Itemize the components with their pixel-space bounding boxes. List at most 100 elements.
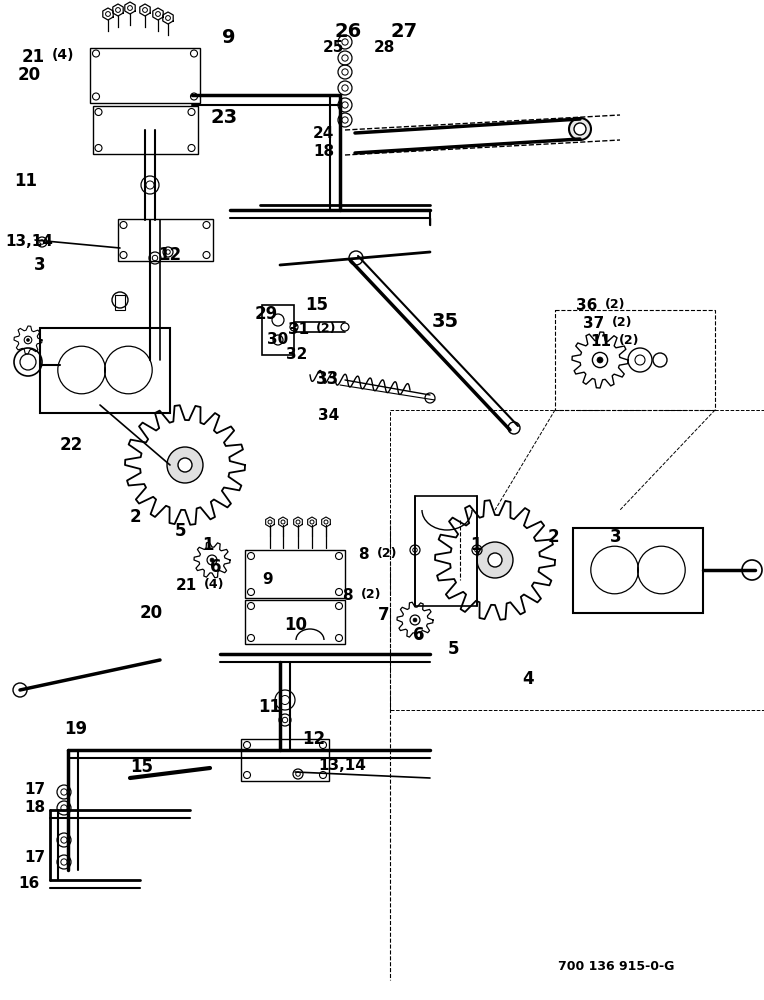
Text: 20: 20 (140, 604, 163, 622)
Circle shape (413, 618, 417, 622)
Circle shape (105, 12, 111, 16)
Text: 13,14: 13,14 (5, 234, 53, 249)
Circle shape (24, 336, 32, 344)
Text: 13,14: 13,14 (318, 758, 366, 773)
Text: (2): (2) (361, 588, 381, 601)
Circle shape (210, 558, 214, 562)
Bar (241, 739, 329, 781)
Text: 6: 6 (210, 558, 222, 576)
Circle shape (488, 553, 502, 567)
Text: 8: 8 (358, 547, 368, 562)
Text: (2): (2) (377, 547, 397, 560)
Text: 11: 11 (14, 172, 37, 190)
Circle shape (156, 12, 160, 16)
Text: 3: 3 (610, 528, 622, 546)
Text: 25: 25 (323, 40, 345, 55)
Text: 4: 4 (522, 670, 533, 688)
Bar (118, 219, 212, 261)
Circle shape (477, 542, 513, 578)
Circle shape (143, 8, 147, 12)
Text: 15: 15 (130, 758, 153, 776)
Circle shape (115, 8, 121, 12)
Text: 5: 5 (448, 640, 459, 658)
Text: (2): (2) (619, 334, 639, 347)
Text: 16: 16 (18, 876, 39, 891)
Bar (573, 528, 703, 612)
Circle shape (178, 458, 192, 472)
Text: 35: 35 (432, 312, 459, 331)
Bar (262, 305, 294, 355)
Text: 22: 22 (60, 436, 83, 454)
Text: 26: 26 (335, 22, 362, 41)
Circle shape (168, 448, 202, 482)
Ellipse shape (569, 118, 591, 140)
Text: 1: 1 (470, 536, 481, 554)
Text: 21: 21 (22, 48, 45, 66)
Text: 9: 9 (222, 28, 235, 47)
Text: 10: 10 (284, 616, 307, 634)
Bar (92, 106, 198, 154)
Circle shape (324, 520, 328, 524)
Text: 15: 15 (305, 296, 328, 314)
Text: 700 136 915-0-G: 700 136 915-0-G (558, 960, 675, 973)
Text: 9: 9 (262, 572, 273, 587)
Text: 8: 8 (342, 588, 353, 603)
Text: 1: 1 (202, 536, 213, 554)
Text: 11: 11 (590, 334, 611, 349)
Text: 32: 32 (286, 347, 307, 362)
Circle shape (268, 520, 272, 524)
Bar (390, 410, 764, 710)
Circle shape (592, 352, 607, 368)
Text: 24: 24 (313, 126, 335, 141)
Circle shape (207, 555, 217, 565)
Text: 28: 28 (374, 40, 396, 55)
Bar (245, 600, 345, 644)
Text: 17: 17 (24, 782, 45, 797)
Circle shape (310, 520, 314, 524)
Text: 36: 36 (576, 298, 597, 313)
Text: 12: 12 (158, 246, 181, 264)
Circle shape (281, 520, 285, 524)
Text: 2: 2 (548, 528, 559, 546)
Text: 7: 7 (378, 606, 390, 624)
Circle shape (597, 357, 603, 363)
Circle shape (488, 553, 502, 567)
Bar (555, 310, 715, 410)
Text: 21: 21 (176, 578, 197, 593)
Circle shape (574, 123, 586, 135)
Bar (90, 47, 200, 103)
Text: 23: 23 (210, 108, 237, 127)
Circle shape (166, 16, 170, 20)
Text: 12: 12 (302, 730, 325, 748)
Bar (115, 295, 125, 310)
Text: 33: 33 (316, 370, 339, 388)
Text: 31: 31 (288, 322, 309, 337)
Text: (4): (4) (52, 48, 75, 62)
Bar (40, 328, 170, 412)
Circle shape (178, 458, 192, 472)
Text: 19: 19 (64, 720, 87, 738)
Bar (415, 496, 477, 606)
Circle shape (27, 338, 30, 342)
Text: 11: 11 (258, 698, 281, 716)
Text: (4): (4) (204, 578, 225, 591)
Text: 3: 3 (34, 256, 46, 274)
Text: (2): (2) (612, 316, 633, 329)
Text: 17: 17 (24, 850, 45, 865)
Text: 27: 27 (390, 22, 417, 41)
Bar (245, 550, 345, 598)
Text: 18: 18 (313, 144, 334, 159)
Circle shape (296, 520, 300, 524)
Circle shape (128, 6, 132, 10)
Circle shape (410, 615, 420, 625)
Text: 29: 29 (255, 305, 278, 323)
Text: 34: 34 (318, 408, 339, 423)
Text: 30: 30 (267, 332, 288, 347)
Circle shape (167, 447, 203, 483)
Circle shape (478, 543, 512, 577)
Text: 5: 5 (175, 522, 186, 540)
Text: 37: 37 (583, 316, 604, 331)
Text: 2: 2 (130, 508, 141, 526)
Text: 20: 20 (18, 66, 41, 84)
Text: (2): (2) (316, 322, 336, 335)
